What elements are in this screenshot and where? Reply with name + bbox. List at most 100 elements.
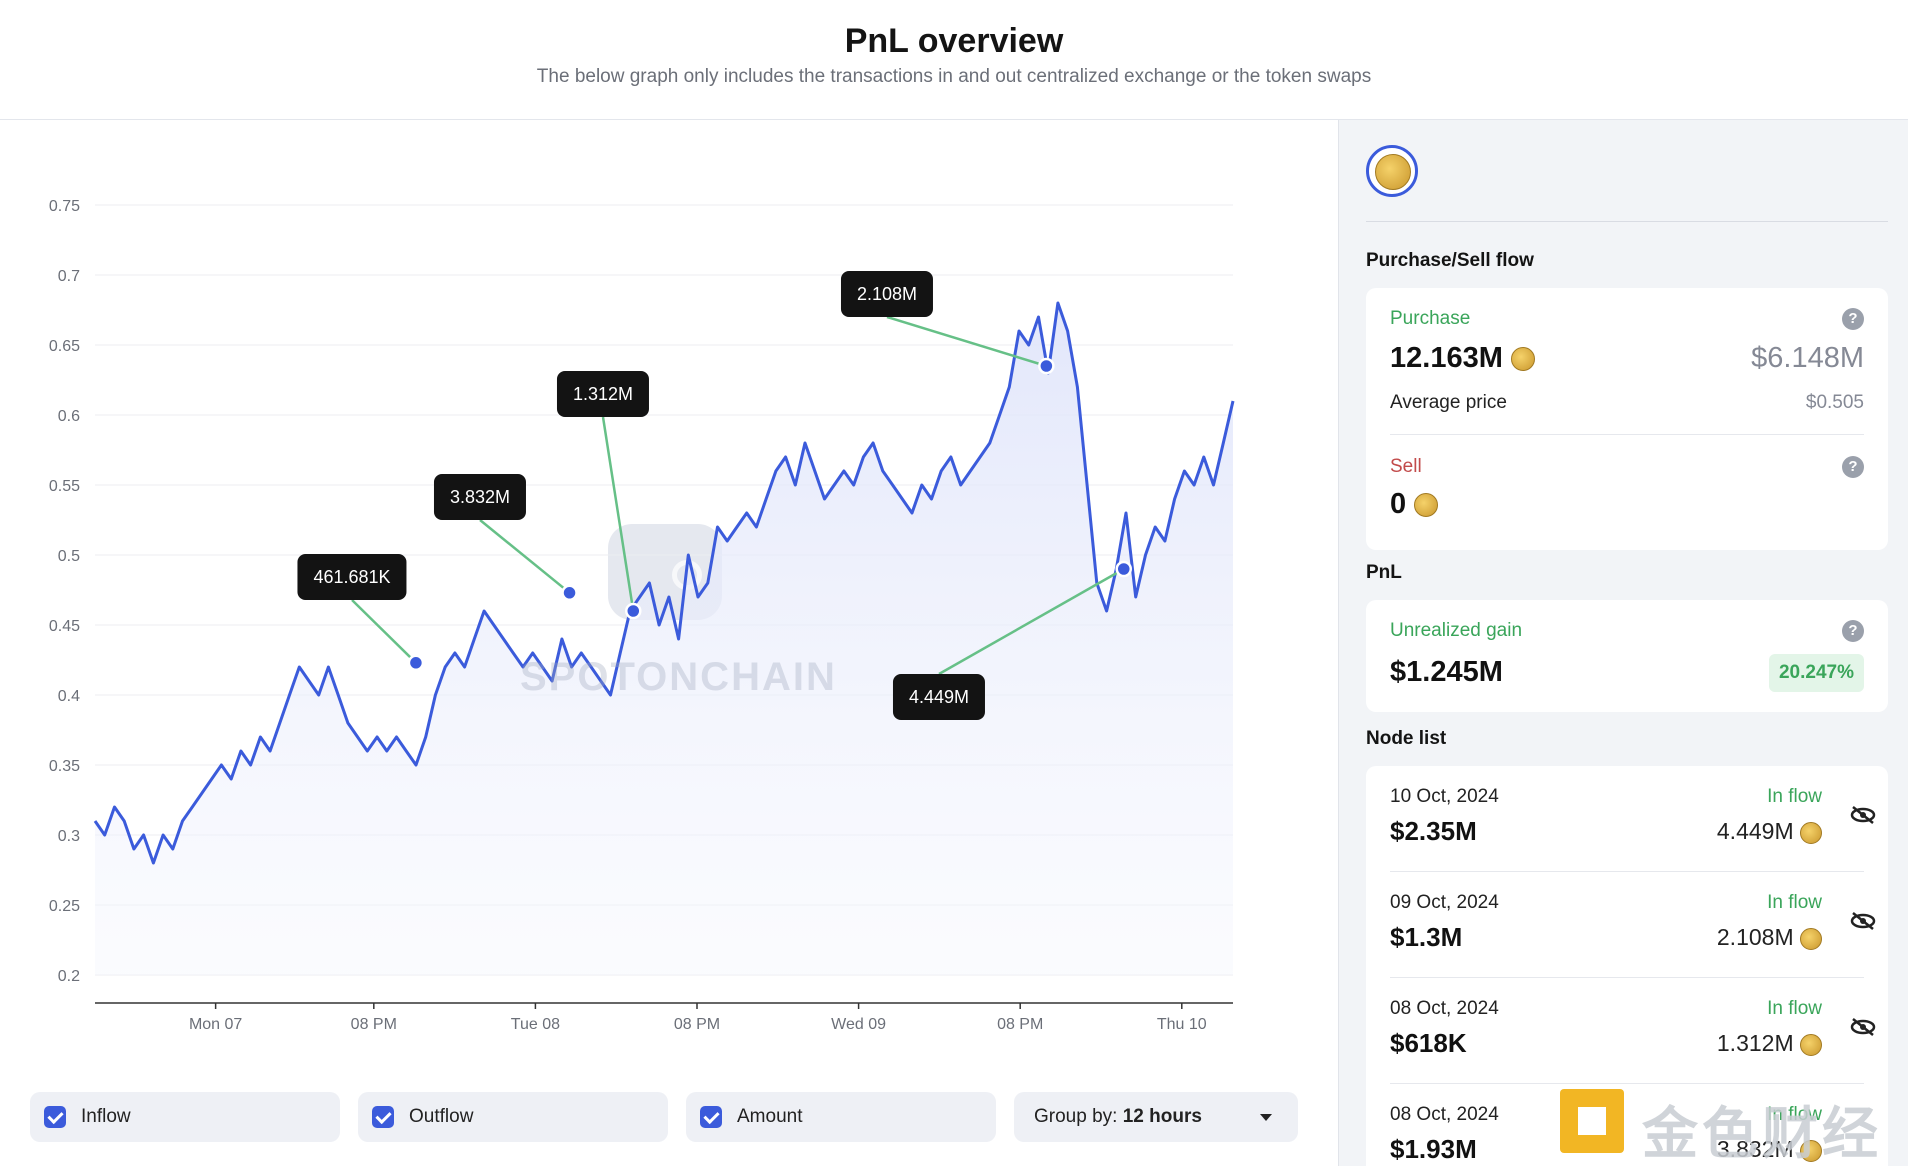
y-tick-label: 0.5 [58, 548, 80, 565]
token-coin-icon [1800, 821, 1822, 844]
page-header: PnL overview The below graph only includ… [0, 0, 1908, 120]
node-amount: $618K [1390, 1028, 1467, 1058]
annotation-point [407, 654, 425, 672]
chart-watermark: SPOTONCHAIN [520, 655, 837, 699]
token-coin-icon [1800, 1033, 1822, 1056]
node-qty: 3.832M [1716, 1136, 1794, 1162]
inflow-checkbox[interactable]: Inflow [30, 1092, 340, 1142]
caret-down-icon [1260, 1114, 1272, 1121]
annotation-connector [938, 567, 1125, 676]
outflow-checkbox[interactable]: Outflow [358, 1092, 668, 1142]
node-amount: $2.35M [1390, 816, 1477, 846]
y-tick-label: 0.4 [58, 688, 80, 705]
token-coin-icon [1800, 1139, 1822, 1162]
page-subtitle: The below graph only includes the transa… [536, 66, 1372, 87]
average-price-value: $0.505 [1805, 392, 1864, 413]
eye-slash-icon[interactable] [1850, 912, 1876, 930]
x-tick-label: 08 PM [997, 1016, 1043, 1033]
list-item[interactable]: 10 Oct, 2024 $2.35M In flow 4.449M [1366, 766, 1888, 872]
y-tick-label: 0.6 [58, 408, 80, 425]
y-tick-label: 0.55 [49, 478, 80, 495]
y-tick-label: 0.2 [58, 968, 80, 985]
annotation-label: 2.108M [840, 271, 934, 317]
node-list: 10 Oct, 2024 $2.35M In flow 4.449M 09 Oc… [1366, 766, 1888, 1166]
list-item[interactable]: 09 Oct, 2024 $1.3M In flow 2.108M [1366, 872, 1888, 978]
node-amount: $1.3M [1390, 922, 1463, 952]
annotation-label: 1.312M [556, 371, 650, 417]
node-qty: 1.312M [1716, 1030, 1794, 1056]
brand-watermark: 金色财经 [1560, 1085, 1900, 1165]
node-list-title: Node list [1366, 728, 1447, 749]
group-by-select[interactable]: Group by: 12 hours [1014, 1092, 1298, 1142]
x-tick-label: 08 PM [674, 1016, 720, 1033]
unrealized-gain-percent: 20.247% [1768, 654, 1864, 692]
eye-slash-icon[interactable] [1850, 1018, 1876, 1036]
y-tick-label: 0.3 [58, 828, 80, 845]
token-avatar[interactable] [1366, 145, 1418, 197]
pnl-section-title: PnL [1366, 562, 1402, 583]
eye-slash-icon[interactable] [1850, 806, 1876, 824]
node-date: 08 Oct, 2024 [1390, 998, 1499, 1019]
annotation-connector [886, 315, 1047, 368]
token-coin-icon [1375, 154, 1411, 190]
node-amount: $1.93M [1390, 1134, 1477, 1164]
checkbox-checked-icon [372, 1106, 394, 1128]
token-coin-icon [1414, 493, 1439, 518]
node-flow: In flow [1767, 1104, 1822, 1125]
y-tick-label: 0.45 [49, 618, 80, 635]
unrealized-help-icon[interactable]: ? [1842, 620, 1864, 642]
purchase-help-icon[interactable]: ? [1842, 308, 1864, 330]
checkbox-checked-icon [44, 1106, 66, 1128]
purchase-sell-card: Purchase ? 12.163M $6.148M Average price… [1366, 288, 1888, 550]
brand-logo-icon [1560, 1089, 1624, 1153]
annotation-connector [601, 416, 635, 612]
purchase-label: Purchase [1390, 308, 1471, 329]
group-by-label: Group by: [1034, 1106, 1118, 1127]
annotation-label: 4.449M [892, 674, 986, 720]
annotation-connector [351, 599, 417, 664]
token-coin-icon [1800, 927, 1822, 950]
x-tick-label: 08 PM [351, 1016, 397, 1033]
x-tick-label: Tue 08 [511, 1016, 560, 1033]
chart-canvas[interactable]: 0.75 0.7 0.65 0.6 0.55 0.5 0.45 0.4 0.35 0.3 0.25 0… [0, 120, 1338, 1080]
node-qty: 2.108M [1716, 924, 1794, 950]
amount-checkbox[interactable]: Amount [686, 1092, 996, 1142]
x-tick-label: Mon 07 [189, 1016, 242, 1033]
unrealized-gain-value: $1.245M [1390, 656, 1503, 688]
series-line [93, 301, 1235, 865]
flow-section-title: Purchase/Sell flow [1366, 250, 1534, 271]
amount-label: Amount [737, 1106, 803, 1127]
annotation-point [1038, 357, 1055, 375]
pnl-chart[interactable]: 0.75 0.7 0.65 0.6 0.55 0.5 0.45 0.4 0.35 0.3 0.25 0… [0, 120, 1338, 1166]
sell-qty: 0 [1390, 488, 1407, 520]
node-flow: In flow [1767, 892, 1822, 913]
sell-label: Sell [1390, 456, 1422, 477]
series-area [95, 303, 1233, 975]
y-tick-label: 0.7 [58, 268, 80, 285]
node-flow: In flow [1767, 998, 1822, 1019]
average-price-label: Average price [1390, 392, 1507, 413]
x-tick-label: Wed 09 [831, 1016, 886, 1033]
list-item[interactable]: 08 Oct, 2024 $618K In flow 1.312M [1366, 978, 1888, 1084]
node-date: 08 Oct, 2024 [1390, 1104, 1499, 1125]
annotation-connector [479, 519, 571, 594]
checkbox-checked-icon [700, 1106, 722, 1128]
y-tick-label: 0.25 [49, 898, 80, 915]
panel-divider [1366, 221, 1888, 222]
unrealized-gain-label: Unrealized gain [1390, 620, 1523, 641]
annotation-point [561, 584, 578, 602]
outflow-label: Outflow [409, 1106, 474, 1127]
node-date: 10 Oct, 2024 [1390, 786, 1499, 807]
inflow-label: Inflow [81, 1106, 131, 1127]
node-qty: 4.449M [1716, 818, 1794, 844]
side-panel: Purchase/Sell flow Purchase ? 12.163M $6… [1338, 120, 1908, 1166]
token-coin-icon [1510, 347, 1535, 372]
annotation-label: 3.832M [433, 474, 527, 520]
sell-help-icon[interactable]: ? [1842, 456, 1864, 478]
brand-watermark-text: 金色财经 [1642, 1102, 1882, 1165]
y-tick-label: 0.75 [49, 198, 80, 215]
y-tick-label: 0.35 [49, 758, 80, 775]
y-tick-label: 0.65 [49, 338, 80, 355]
page-title: PnL overview [844, 22, 1064, 60]
list-item[interactable]: 08 Oct, 2024 $1.93M In flow 3.832M [1366, 1084, 1888, 1166]
